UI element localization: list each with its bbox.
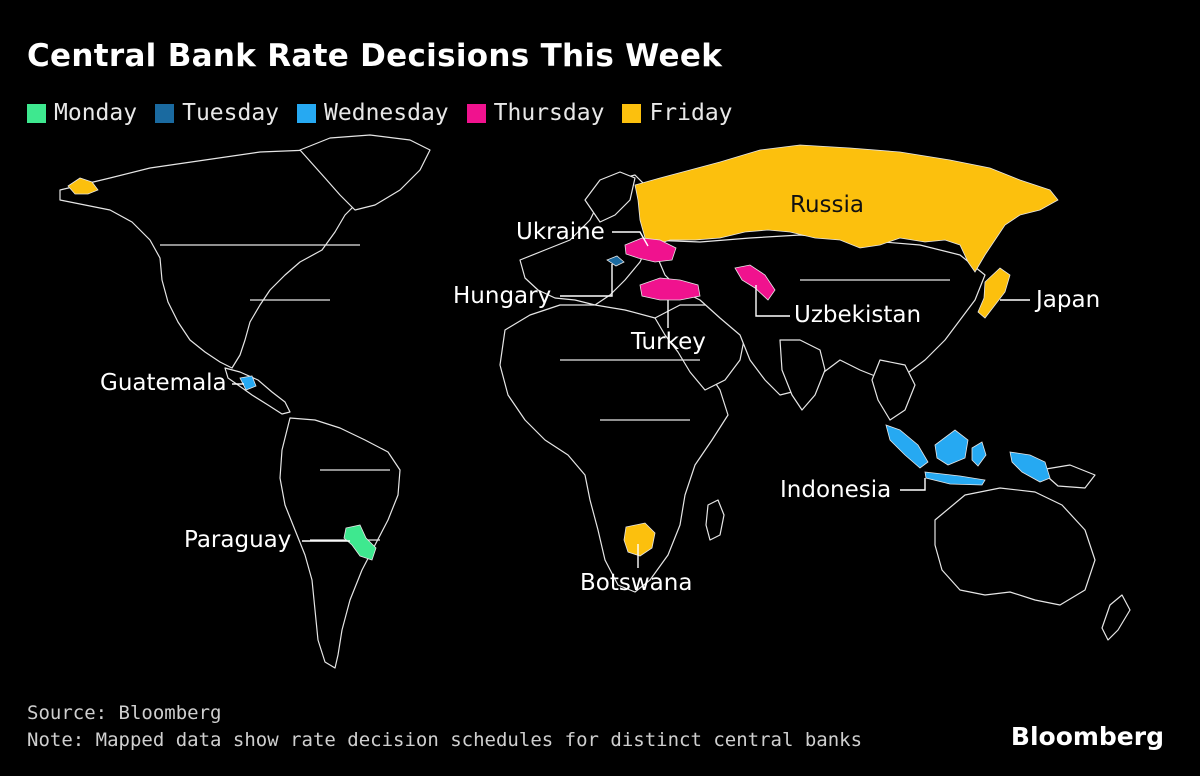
legend-label-friday: Friday bbox=[649, 100, 733, 126]
legend-swatch-thursday bbox=[466, 103, 486, 123]
legend-swatch-monday bbox=[27, 103, 46, 123]
ukraine-label: Ukraine bbox=[516, 219, 605, 245]
source-note: Source: Bloomberg bbox=[27, 702, 222, 724]
russia-label: Russia bbox=[790, 192, 864, 218]
greenland bbox=[299, 134, 431, 211]
hungary-leader-line bbox=[560, 264, 613, 297]
legend: Monday Tuesday Wednesday Thursday Friday bbox=[27, 100, 733, 126]
legend-item-monday: Monday bbox=[27, 100, 137, 126]
footnote: Note: Mapped data show rate decision sch… bbox=[27, 729, 863, 751]
india bbox=[779, 339, 826, 411]
uzbekistan-leader-line bbox=[755, 285, 790, 317]
botswana-shape bbox=[623, 522, 656, 557]
legend-item-friday: Friday bbox=[622, 100, 733, 126]
botswana-label: Botswana bbox=[580, 570, 693, 596]
legend-label-monday: Monday bbox=[54, 100, 138, 126]
indonesia-shape-papua bbox=[1009, 451, 1051, 483]
madagascar bbox=[705, 499, 725, 541]
australia-landmass bbox=[934, 487, 1096, 606]
uzbekistan-shape bbox=[734, 264, 776, 301]
scandinavia bbox=[584, 171, 636, 223]
indonesia-leader-line bbox=[900, 478, 926, 491]
legend-swatch-wednesday bbox=[297, 103, 317, 123]
japan-label: Japan bbox=[1036, 287, 1101, 313]
turkey-label: Turkey bbox=[631, 329, 706, 355]
indonesia-label: Indonesia bbox=[780, 477, 892, 503]
guatemala-shape bbox=[239, 375, 257, 391]
indonesia-shape-java bbox=[924, 471, 986, 486]
legend-label-tuesday: Tuesday bbox=[182, 100, 280, 126]
new-zealand bbox=[1101, 594, 1131, 641]
legend-swatch-tuesday bbox=[155, 103, 175, 123]
paraguay-label: Paraguay bbox=[184, 527, 292, 553]
africa-landmass bbox=[499, 304, 729, 593]
hungary-shape bbox=[606, 255, 625, 267]
bloomberg-logo: Bloomberg bbox=[1010, 722, 1164, 751]
uzbekistan-label: Uzbekistan bbox=[794, 302, 922, 328]
legend-item-tuesday: Tuesday bbox=[155, 100, 279, 126]
south-america-landmass bbox=[279, 417, 401, 669]
legend-item-thursday: Thursday bbox=[466, 100, 605, 126]
russia-shape bbox=[634, 144, 1059, 273]
indonesia-shape-sulawesi bbox=[971, 441, 987, 467]
alaska-shape bbox=[67, 177, 99, 195]
chart-title: Central Bank Rate Decisions This Week bbox=[27, 38, 723, 74]
legend-label-thursday: Thursday bbox=[493, 100, 605, 126]
hungary-label: Hungary bbox=[453, 283, 552, 309]
turkey-shape bbox=[639, 277, 701, 301]
central-america bbox=[224, 367, 291, 415]
new-guinea bbox=[1039, 464, 1096, 489]
legend-label-wednesday: Wednesday bbox=[324, 100, 449, 126]
ukraine-leader-line bbox=[612, 231, 649, 247]
southeast-asia bbox=[871, 359, 916, 421]
legend-swatch-friday bbox=[622, 103, 642, 123]
indonesia-shape-sumatra bbox=[885, 424, 929, 469]
guatemala-label: Guatemala bbox=[100, 370, 227, 396]
border-lines bbox=[160, 244, 950, 541]
legend-item-wednesday: Wednesday bbox=[297, 100, 449, 126]
indonesia-shape-borneo bbox=[934, 429, 969, 466]
japan-shape bbox=[977, 267, 1011, 319]
ukraine-shape bbox=[624, 237, 677, 263]
